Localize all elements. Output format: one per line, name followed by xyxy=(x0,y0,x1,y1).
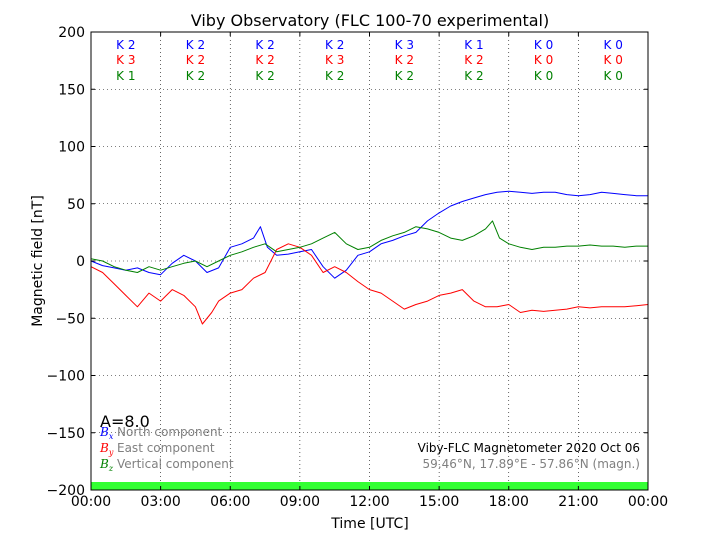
info-line-1: Viby-FLC Magnetometer 2020 Oct 06 xyxy=(418,441,640,455)
legend-vertical-sub: z xyxy=(108,464,114,473)
k-index-north: K 2 xyxy=(325,38,344,52)
axis-ticks: 00:00 03:00 06:00 09:00 12:00 15:00 18:00 21:00… xyxy=(47,25,669,510)
k-index-vertical: K 1 xyxy=(116,69,135,83)
k-index-north: K 1 xyxy=(464,38,483,52)
k-index-vertical: K 0 xyxy=(604,69,623,83)
series-line-east xyxy=(90,243,649,325)
k-index-vertical: K 2 xyxy=(186,69,205,83)
k-index-north: K 0 xyxy=(534,38,553,52)
k-index-vertical: K 2 xyxy=(255,69,274,83)
x-tick-label: 21:00 xyxy=(558,494,598,510)
legend-north-symbol: B xyxy=(99,425,109,439)
series-line-vertical xyxy=(90,220,648,273)
y-tick-label: 0 xyxy=(76,254,85,270)
series-lines xyxy=(90,190,649,325)
legend-east-sub: y xyxy=(108,448,114,457)
x-tick-label: 09:00 xyxy=(280,494,320,510)
legend-north: Bx North component xyxy=(99,425,223,441)
k-index-north: K 3 xyxy=(395,38,414,52)
x-axis-label: Time [UTC] xyxy=(330,516,408,532)
y-axis-label: Magnetic field [nT] xyxy=(30,195,46,327)
k-index-east: K 2 xyxy=(395,53,414,67)
info-line-2: 59.46°N, 17.89°E - 57.86°N (magn.) xyxy=(423,457,640,471)
legend-north-sub: x xyxy=(109,432,114,441)
x-tick-label: 18:00 xyxy=(489,494,529,510)
y-tick-label: 100 xyxy=(58,140,85,156)
k-index-east: K 2 xyxy=(255,53,274,67)
y-tick-label: −100 xyxy=(47,369,85,385)
y-tick-label: 150 xyxy=(58,82,85,98)
k-index-east: K 2 xyxy=(464,53,483,67)
y-tick-label: −150 xyxy=(47,426,85,442)
k-index-east: K 2 xyxy=(186,53,205,67)
y-tick-label: −50 xyxy=(55,311,85,327)
k-index-north: K 0 xyxy=(604,38,623,52)
x-tick-label: 00:00 xyxy=(628,494,668,510)
x-tick-label: 06:00 xyxy=(210,494,250,510)
legend-east-symbol: B xyxy=(99,441,109,455)
k-index-east: K 0 xyxy=(604,53,623,67)
a-index: A=8.0 xyxy=(100,412,150,431)
svg-text:Bx: Bx xyxy=(99,425,114,441)
k-index-vertical: K 2 xyxy=(464,69,483,83)
chart-title: Viby Observatory (FLC 100-70 experimenta… xyxy=(191,11,550,30)
k-index-north: K 2 xyxy=(255,38,274,52)
legend-east: By East component xyxy=(99,441,215,457)
series-line-north xyxy=(90,190,648,279)
k-index-north: K 2 xyxy=(186,38,205,52)
legend-east-label: East component xyxy=(117,441,215,455)
y-tick-label: −200 xyxy=(47,483,85,499)
grid xyxy=(91,32,648,490)
x-tick-label: 00:00 xyxy=(71,494,111,510)
x-tick-label: 03:00 xyxy=(140,494,180,510)
k-index-east: K 0 xyxy=(534,53,553,67)
k-index-east: K 3 xyxy=(325,53,344,67)
k-index-north: K 2 xyxy=(116,38,135,52)
y-tick-label: 50 xyxy=(67,197,85,213)
svg-text:By: By xyxy=(99,441,114,457)
y-tick-label: 200 xyxy=(58,25,85,41)
x-tick-label: 12:00 xyxy=(349,494,389,510)
k-index-vertical: K 0 xyxy=(534,69,553,83)
k-index-vertical: K 2 xyxy=(325,69,344,83)
legend: Bx North component By East component Bz … xyxy=(99,425,234,473)
k-index-east: K 3 xyxy=(116,53,135,67)
legend-vertical-label: Vertical component xyxy=(117,457,234,471)
x-tick-label: 15:00 xyxy=(419,494,459,510)
legend-north-label: North component xyxy=(117,425,223,439)
svg-text:Bz: Bz xyxy=(99,457,114,473)
legend-vertical-symbol: B xyxy=(99,457,109,471)
k-index-vertical: K 2 xyxy=(395,69,414,83)
legend-vertical: Bz Vertical component xyxy=(99,457,234,473)
